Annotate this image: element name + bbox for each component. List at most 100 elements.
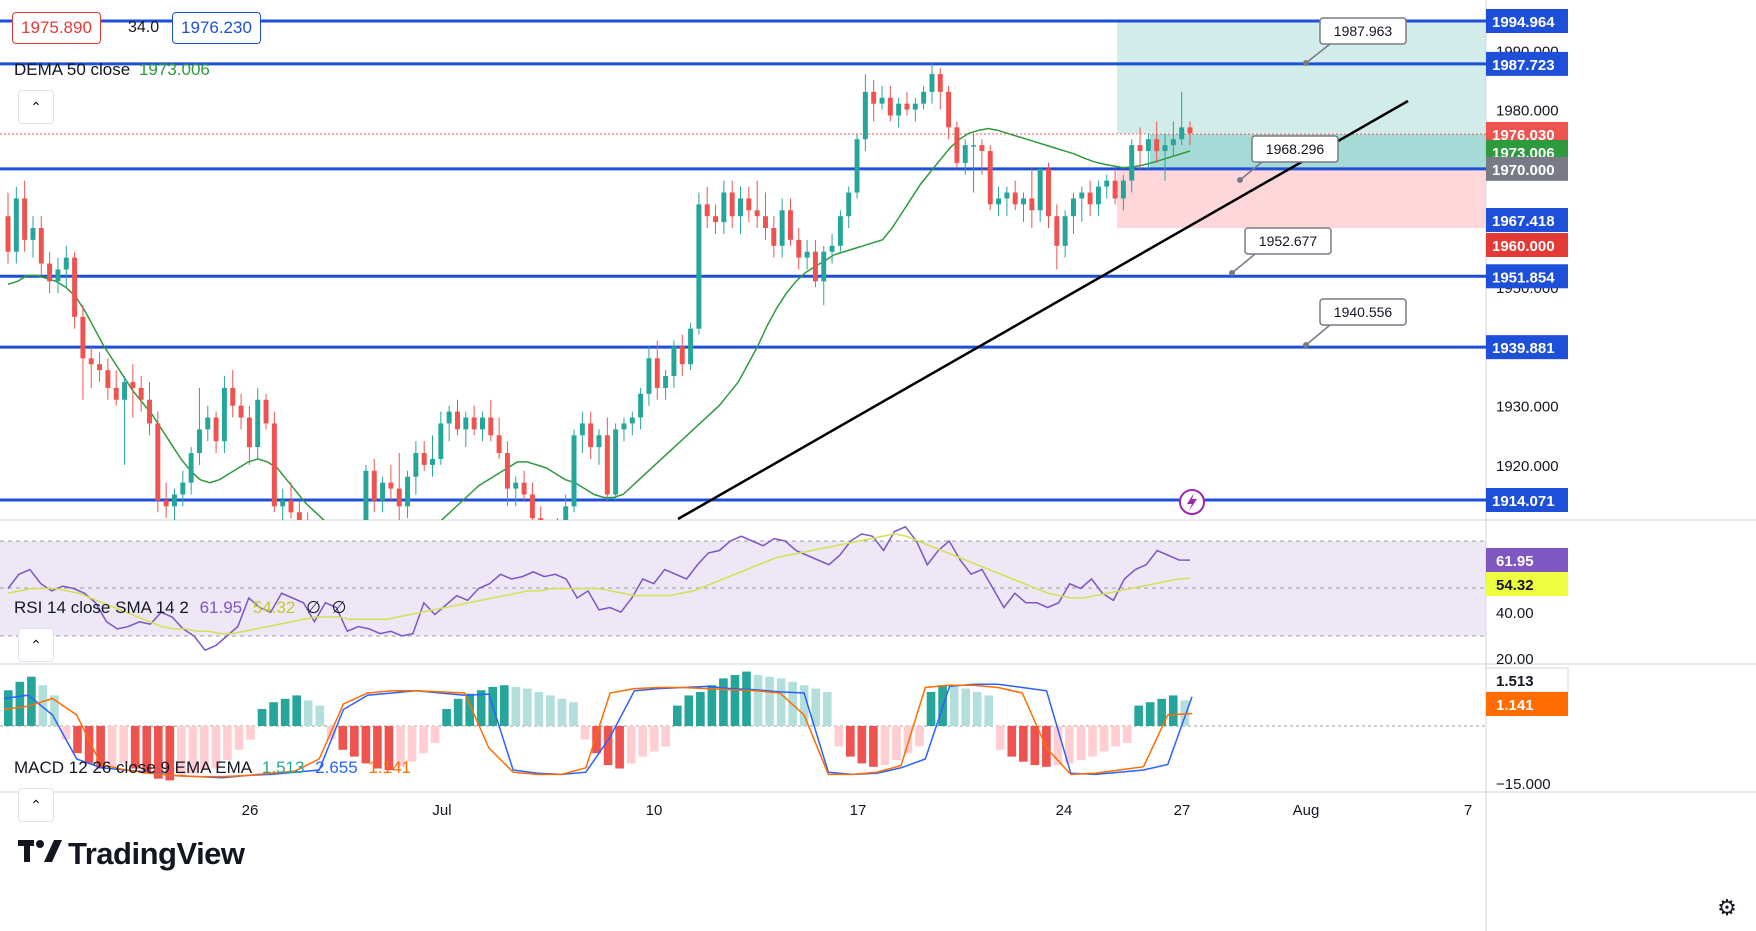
price-layer: 1987.963 1968.296 1952.677 1940.556: [0, 17, 1486, 520]
candle-body: [946, 91, 952, 128]
macd-histogram-bar: [1018, 726, 1028, 762]
macd-histogram-bar: [338, 726, 348, 750]
candle-body: [1187, 127, 1193, 134]
macd-value-axis-label: 1.513: [1496, 673, 1534, 690]
macd-histogram-bar: [615, 726, 624, 769]
macd-histogram-bar: [1076, 726, 1086, 760]
macd-histogram-bar: [799, 685, 809, 726]
candle-body: [455, 411, 460, 430]
macd-histogram-bar: [1111, 726, 1120, 747]
macd-histogram-bar: [269, 702, 278, 726]
candle-body: [271, 423, 277, 507]
candle-body: [1062, 216, 1068, 246]
x-axis-tick: 17: [850, 802, 867, 819]
macd-histogram-bar: [27, 676, 36, 726]
collapse-price-legend-button[interactable]: ⌃: [18, 90, 54, 124]
macd-histogram-bar: [430, 726, 440, 743]
macd-histogram-bar: [73, 726, 82, 754]
collapse-rsi-legend-button[interactable]: ⌃: [18, 628, 54, 662]
axis-label-text: 1939.881: [1492, 340, 1555, 357]
candle-body: [188, 453, 194, 483]
axis-label-level: [1486, 208, 1568, 232]
candle-body: [504, 453, 510, 489]
candle-body: [1079, 192, 1085, 199]
macd-histogram-bar: [396, 726, 405, 767]
axis-label-text: 1970.000: [1492, 162, 1555, 179]
candle-body: [471, 417, 477, 430]
candle-body: [921, 91, 927, 104]
candle-body: [221, 387, 227, 442]
callout-leader: [1239, 161, 1263, 181]
macd-histogram-bar: [534, 692, 544, 726]
candle-body: [97, 364, 103, 371]
macd-histogram-bar: [580, 726, 590, 740]
macd-histogram-bar: [845, 726, 855, 757]
rsi-line: [7, 525, 1191, 652]
bid-price-box[interactable]: 1975.890: [12, 12, 101, 44]
candle-body: [213, 417, 219, 442]
callout-box: [1244, 227, 1332, 255]
chevron-up-icon: ⌃: [30, 797, 42, 813]
macd-signal-label-bg: [1486, 692, 1568, 716]
dema-label: DEMA 50 close: [14, 60, 131, 79]
dema-legend[interactable]: DEMA 50 close 1973.006: [14, 60, 210, 80]
macd-signal-axis-label: 1.141: [1496, 697, 1534, 714]
macd-histogram-bar: [511, 686, 521, 726]
macd-histogram-bar: [1122, 726, 1132, 743]
candle-body: [954, 127, 960, 163]
trendline: [677, 99, 1409, 520]
macd-histogram-bar: [880, 726, 890, 766]
candle-body: [746, 198, 752, 211]
candle-body: [904, 103, 910, 110]
macd-histogram-bar: [1053, 726, 1063, 766]
ask-price-box[interactable]: 1976.230: [172, 12, 261, 44]
macd-histogram-bar: [130, 726, 140, 769]
macd-histogram-bar: [995, 726, 1005, 750]
lightning-icon-bolt: [1187, 493, 1197, 511]
macd-histogram-bar: [546, 695, 555, 726]
candle-body: [1120, 180, 1126, 199]
rsi-label: RSI 14 close SMA 14 2: [14, 598, 189, 617]
macd-histogram-bar: [569, 702, 578, 726]
macd-histogram-bar: [442, 709, 451, 726]
macd-signal-value: 1.141: [368, 758, 411, 777]
candle-body: [1137, 145, 1143, 152]
candle-body: [363, 470, 369, 520]
rsi-legend[interactable]: RSI 14 close SMA 14 2 61.95 54.32 ∅ ∅: [14, 598, 346, 618]
lightning-icon: [1179, 489, 1205, 515]
macd-histogram-bar: [257, 709, 267, 726]
callout-anchor: [1303, 60, 1309, 66]
candle-body: [280, 500, 286, 507]
x-axis-tick: 26: [242, 802, 259, 819]
candle-body: [438, 423, 444, 459]
macd-histogram-bar: [1099, 726, 1109, 752]
macd-histogram-bar: [384, 726, 394, 771]
price-axis-tick: 1980.000: [1496, 103, 1559, 120]
x-axis-tick: 24: [1056, 802, 1073, 819]
candle-body: [238, 405, 244, 418]
x-axis-tick: Aug: [1293, 802, 1320, 819]
settings-gear-icon[interactable]: ⚙: [1717, 895, 1737, 920]
candle-body: [371, 470, 377, 501]
candle-body: [887, 97, 893, 116]
rsi-extra-2: ∅: [331, 598, 347, 617]
rsi-value-axis-label: 61.95: [1496, 553, 1534, 570]
callout-leader: [1305, 324, 1331, 346]
rsi-axis-tick: 20.00: [1496, 651, 1534, 668]
price-axis-tick: 1930.000: [1496, 399, 1559, 416]
macd-histogram-bar: [742, 671, 751, 726]
callout-leader: [1305, 43, 1331, 64]
collapse-macd-legend-button[interactable]: ⌃: [18, 788, 54, 822]
candle-body: [5, 216, 11, 252]
candle-body: [1054, 216, 1060, 246]
position-stop-zone: [1117, 168, 1486, 229]
rsi-sma-axis-label: 54.32: [1496, 577, 1534, 594]
position-target-zone: [1117, 21, 1486, 134]
candle-body: [962, 145, 968, 163]
candle-body: [654, 358, 660, 388]
macd-legend[interactable]: MACD 12 26 close 9 EMA EMA 1.513 2.655 1…: [14, 758, 411, 778]
candle-body: [871, 91, 877, 104]
macd-histogram-bar: [892, 726, 901, 760]
callout-box: [1319, 298, 1407, 326]
